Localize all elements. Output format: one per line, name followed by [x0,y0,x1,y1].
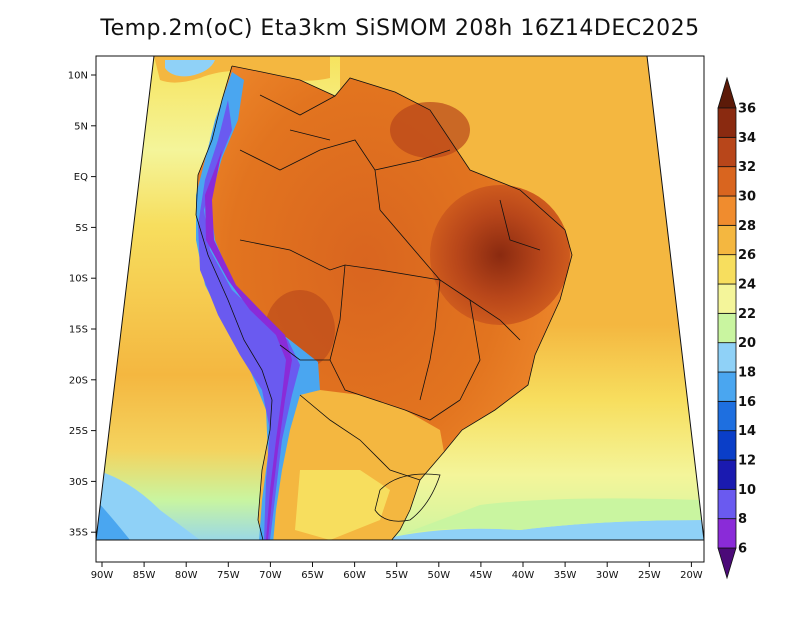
colorbar: 6 8 10 12 14 16 18 20 22 24 26 28 30 32 34 36 [717,76,756,580]
colorbar-label: 18 [738,366,756,381]
y-tick-label: EQ [74,172,88,183]
colorbar-label: 10 [738,483,756,498]
cool-ocean-south-atlantic [400,498,704,535]
x-tick-label: 30W [596,570,619,581]
colorbar-segment [717,107,737,138]
northeast-hotspot [430,185,570,325]
cold-ocean-southwest [96,470,200,540]
colorbar-segment [717,224,737,256]
colorbar-segment [717,430,737,461]
colorbar-segment [717,136,737,168]
x-tick-label: 50W [427,570,450,581]
colorbar-label: 30 [738,190,756,205]
colorbar-segment [717,312,737,344]
colorbar-label: 34 [738,131,756,146]
colorbar-segment [717,283,737,314]
andes-coldest [205,150,292,540]
map-domain [96,56,704,540]
y-tick-label: 5S [75,223,88,234]
country-borders [195,65,573,540]
colorbar-top-arrow [717,76,737,109]
andes-cold-core [198,100,300,540]
x-tick-label: 35W [554,570,577,581]
y-axis-ticks: 10N 5N EQ 5S 10S 15S 20S 25S 30S 35S [68,71,96,539]
north-hotspot [390,102,470,158]
x-tick-label: 65W [301,570,324,581]
andes-cold-band [196,72,320,540]
cool-patch-caribbean [165,60,215,77]
x-tick-label: 55W [385,570,408,581]
colorbar-label: 8 [738,512,747,527]
y-tick-label: 10S [69,274,88,285]
y-tick-label: 35S [69,528,88,539]
colorbar-segment [717,488,737,520]
x-tick-label: 85W [133,570,156,581]
colorbar-label: 12 [738,454,756,469]
colorbar-label: 16 [738,395,756,410]
colorbar-segment [717,400,737,432]
colorbar-segment [717,371,737,402]
x-tick-label: 75W [217,570,240,581]
map-title: Temp.2m(oC) Eta3km SiSMOM 208h 16Z14DEC2… [100,16,700,41]
colorbar-label: 28 [738,219,756,234]
y-tick-label: 20S [69,375,88,386]
colorbar-label: 6 [738,542,747,557]
colorbar-label: 22 [738,307,756,322]
southern-cone-cooler [295,470,390,540]
y-tick-label: 5N [74,121,88,132]
x-tick-label: 90W [91,570,114,581]
cold-ocean-southwest-core [96,500,130,540]
colorbar-label: 32 [738,160,756,175]
x-tick-label: 80W [175,570,198,581]
colorbar-label: 26 [738,248,756,263]
colorbar-segment [717,195,737,226]
colorbar-segment [717,518,737,549]
y-tick-label: 30S [69,477,88,488]
y-tick-label: 10N [68,71,88,82]
y-tick-label: 15S [69,325,88,336]
colorbar-label: 24 [738,278,756,293]
y-tick-label: 25S [69,426,88,437]
x-tick-label: 45W [470,570,493,581]
x-tick-label: 60W [343,570,366,581]
colorbar-segment [717,459,737,490]
colorbar-segment [717,254,737,285]
colorbar-bottom-arrow [717,547,737,580]
axes-frame [95,55,705,563]
x-tick-label: 25W [638,570,661,581]
colorbar-label: 14 [738,424,756,439]
x-tick-label: 40W [512,570,535,581]
cold-ocean-south-atlantic [380,520,704,540]
x-axis-ticks: 90W 85W 80W 75W 70W 65W 60W 55W 50W 45W 40W 35W 30W 2… [91,562,703,581]
x-tick-label: 70W [259,570,282,581]
colorbar-segment [717,342,737,373]
colorbar-label: 36 [738,102,756,117]
colorbar-label: 20 [738,336,756,351]
x-tick-label: 20W [680,570,703,581]
colorbar-segment [717,166,737,197]
